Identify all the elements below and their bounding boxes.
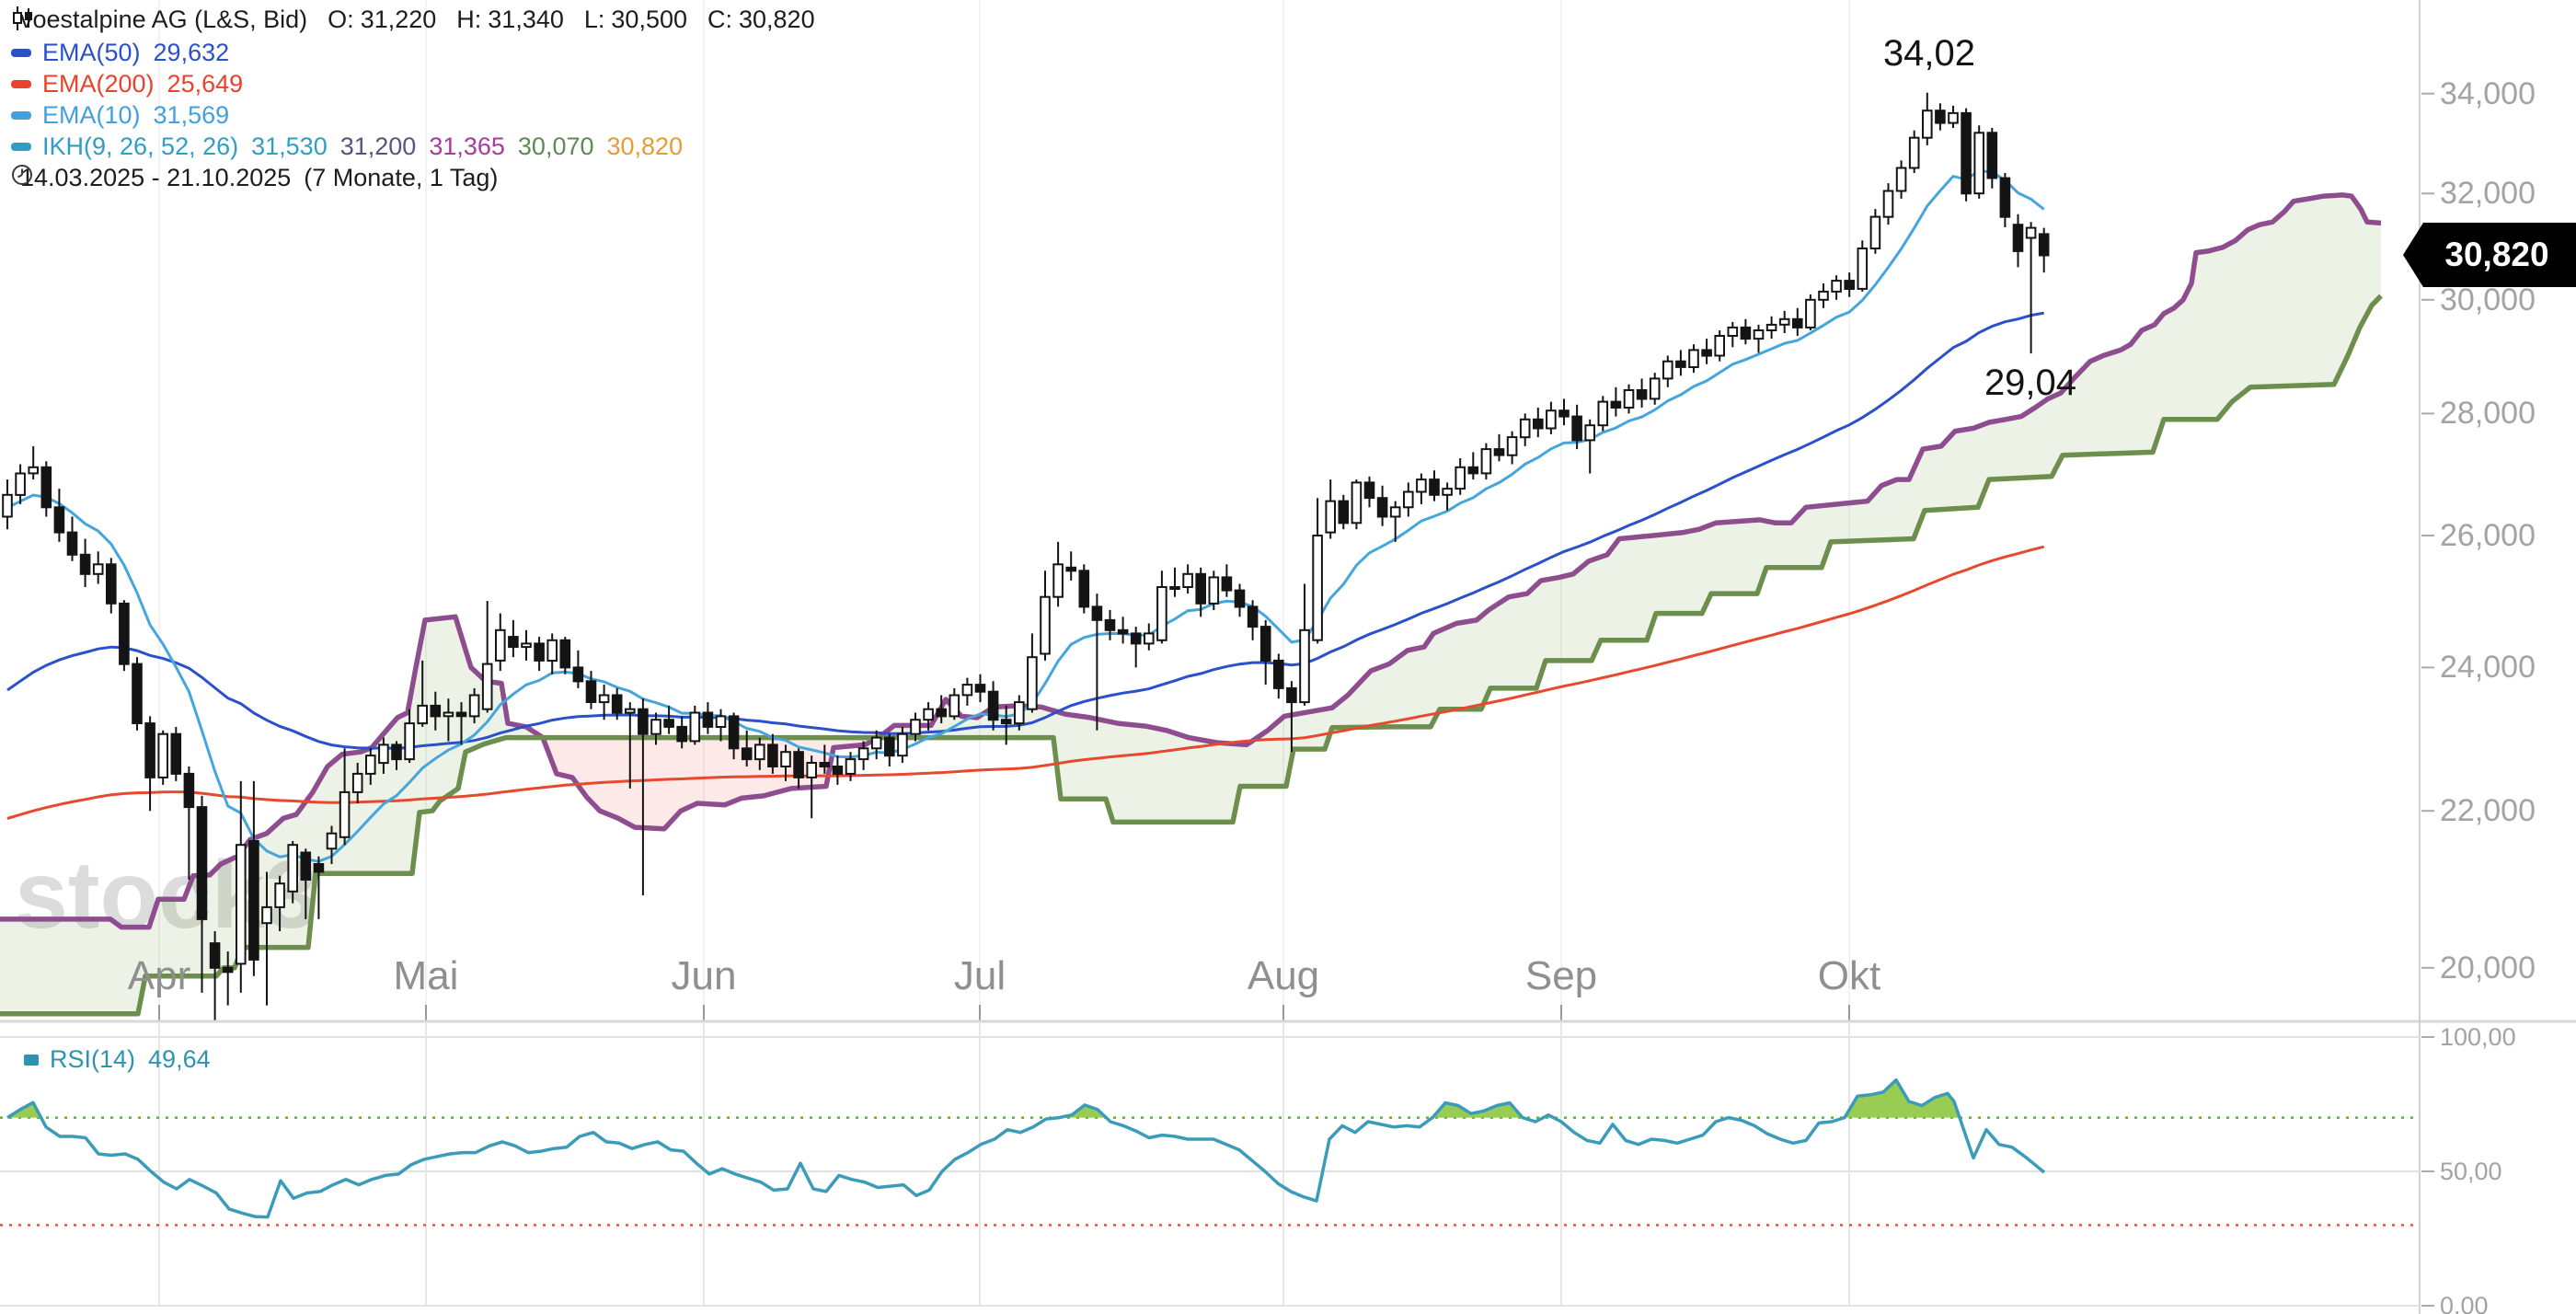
- time-axis-label: Jul: [953, 953, 1006, 998]
- time-axis-label: Mai: [393, 953, 459, 998]
- candles: [2, 92, 2050, 1021]
- low-label: L:: [583, 6, 605, 33]
- rsi-swatch: [24, 1054, 39, 1066]
- time-axis-label: Jun: [671, 953, 737, 998]
- high-value: 31,340: [488, 6, 564, 33]
- price-axis-label: 26,000: [2440, 518, 2536, 554]
- legend-ema10[interactable]: EMA(10) 31,569: [11, 101, 229, 130]
- ikh-tenkan-value: 31,530: [251, 133, 328, 160]
- high-label: H:: [456, 6, 482, 33]
- ichimoku-span-a-line: [0, 192, 2382, 930]
- open-value: 31,220: [360, 6, 437, 33]
- price-axis-label: 22,000: [2440, 793, 2536, 829]
- ema50-label: EMA(50): [42, 39, 141, 66]
- open-label: O:: [328, 6, 354, 33]
- ema10-value: 31,569: [153, 101, 230, 129]
- ema200-value: 25,649: [167, 70, 244, 98]
- low-value: 30,500: [611, 6, 687, 33]
- ema50-value: 29,632: [153, 39, 230, 66]
- ema200-swatch: [11, 80, 31, 88]
- price-axis-label: 34,000: [2440, 75, 2536, 111]
- ikh-swatch: [11, 143, 31, 151]
- ikh-spanb-value: 30,070: [517, 133, 594, 160]
- time-axis-label: Apr: [127, 953, 191, 998]
- price-axis-label: 30,000: [2440, 282, 2536, 317]
- time-axis-label: Okt: [1817, 953, 1881, 998]
- rsi-axis-label: 50,00: [2440, 1158, 2502, 1185]
- ikh-chikou-value: 30,820: [606, 133, 684, 160]
- time-axis-label: Aug: [1247, 953, 1320, 998]
- close-label: C:: [707, 6, 732, 33]
- close-value: 30,820: [739, 6, 815, 33]
- rsi-value: 49,64: [148, 1045, 211, 1073]
- rsi-axis-label: 0,00: [2440, 1292, 2489, 1314]
- time-axis-label: Sep: [1524, 953, 1598, 998]
- dip-price-annotation: 29,04: [1984, 363, 2077, 403]
- price-axis-label: 24,000: [2440, 650, 2536, 686]
- rsi-axis-label: 100,00: [2440, 1023, 2516, 1051]
- legend-ema50[interactable]: EMA(50) 29,632: [11, 39, 229, 67]
- ema200-label: EMA(200): [42, 70, 155, 98]
- instrument-title: voestalpine AG (L&S, Bid): [20, 6, 308, 33]
- last-price-badge: 30,820: [2403, 223, 2576, 287]
- legend-ema200[interactable]: EMA(200) 25,649: [11, 70, 243, 98]
- ema10-line: [6, 169, 2045, 863]
- ema10-label: EMA(10): [42, 101, 141, 129]
- ikh-spana-value: 31,365: [429, 133, 505, 160]
- rsi-line: [6, 1078, 2046, 1219]
- price-axis-label: 20,000: [2440, 950, 2536, 986]
- peak-price-annotation: 34,02: [1882, 33, 1976, 74]
- legend-ikh[interactable]: IKH(9, 26, 52, 26) 31,530 31,200 31,365 …: [11, 133, 683, 161]
- rsi-legend[interactable]: RSI(14) 49,64: [24, 1045, 211, 1074]
- instrument-header[interactable]: voestalpine AG (L&S, Bid) O: 31,220 H: 3…: [11, 6, 815, 34]
- price-axis-label: 32,000: [2440, 176, 2536, 212]
- date-range-text: 14.03.2025 - 21.10.2025: [20, 164, 292, 191]
- date-range-duration: (7 Monate, 1 Tag): [304, 164, 499, 191]
- ema10-swatch: [11, 111, 31, 120]
- price-axis-label: 28,000: [2440, 396, 2536, 432]
- rsi-label: RSI(14): [50, 1045, 136, 1073]
- ikh-kijun-value: 31,200: [339, 133, 417, 160]
- ema50-line: [6, 311, 2044, 750]
- ema50-swatch: [11, 49, 31, 57]
- ikh-label: IKH(9, 26, 52, 26): [42, 133, 239, 160]
- date-range-row: 14.03.2025 - 21.10.2025 (7 Monate, 1 Tag…: [11, 164, 498, 192]
